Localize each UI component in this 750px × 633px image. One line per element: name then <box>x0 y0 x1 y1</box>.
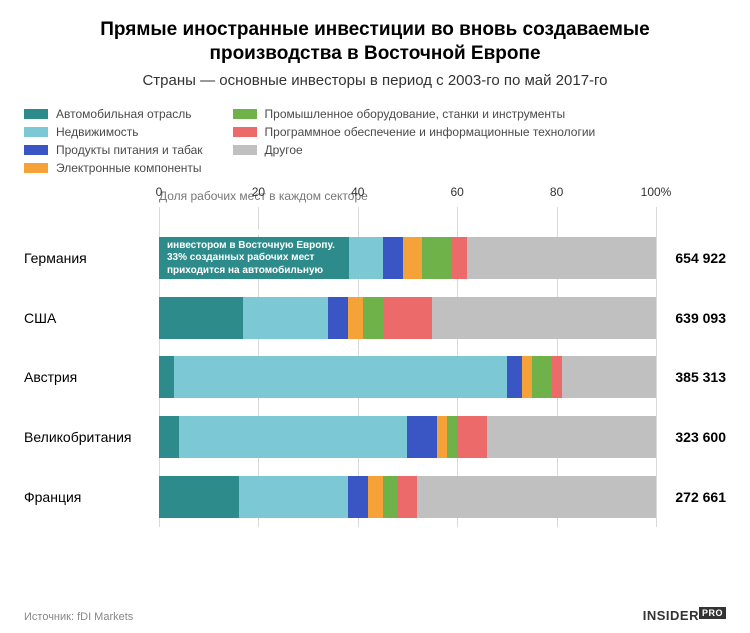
tick-label: 0 <box>156 185 163 199</box>
stacked-bar-chart: 020406080100% ГерманияГермания является … <box>24 207 726 527</box>
tick-label: 100% <box>641 185 672 199</box>
stacked-bar <box>159 416 656 458</box>
legend-item: Автомобильная отрасль <box>24 107 203 121</box>
legend-label: Электронные компоненты <box>56 161 202 175</box>
bar-row: Австрия385 313 <box>159 348 656 408</box>
bar-segment-industrial <box>447 416 457 458</box>
bar-row: ГерманияГермания является крупнейшим инв… <box>159 229 656 289</box>
row-value: 272 661 <box>660 489 726 505</box>
legend-swatch <box>233 127 257 137</box>
stacked-bar <box>159 297 656 339</box>
bar-segment-software <box>552 356 562 398</box>
legend-item: Продукты питания и табак <box>24 143 203 157</box>
bar-segment-software <box>398 476 418 518</box>
bar-segment-food <box>507 356 522 398</box>
bar-segment-other <box>467 237 656 279</box>
legend-swatch <box>24 109 48 119</box>
legend-swatch <box>233 145 257 155</box>
chart-title: Прямые иностранные инвестиции во вновь с… <box>24 18 726 66</box>
bar-segment-other <box>562 356 656 398</box>
bar-segment-industrial <box>363 297 383 339</box>
legend-item: Недвижимость <box>24 125 203 139</box>
plot-area: 020406080100% ГерманияГермания является … <box>159 207 656 527</box>
bar-segment-auto <box>159 476 239 518</box>
bar-segment-electronics <box>522 356 532 398</box>
legend-item: Электронные компоненты <box>24 161 203 175</box>
legend-swatch <box>24 127 48 137</box>
stacked-bar <box>159 476 656 518</box>
bar-segment-software <box>452 237 467 279</box>
row-label: Австрия <box>24 369 154 385</box>
tick-label: 20 <box>252 185 265 199</box>
bar-segment-industrial <box>532 356 552 398</box>
row-label: США <box>24 310 154 326</box>
bar-segment-software <box>457 416 487 458</box>
legend-label: Автомобильная отрасль <box>56 107 192 121</box>
bar-segment-food <box>348 476 368 518</box>
publisher-logo: INSIDERPRO <box>643 608 726 623</box>
legend-label: Недвижимость <box>56 125 139 139</box>
bar-segment-electronics <box>403 237 423 279</box>
bar-segment-food <box>383 237 403 279</box>
bar-segment-realestate <box>243 297 327 339</box>
legend-label: Продукты питания и табак <box>56 143 203 157</box>
legend-item: Другое <box>233 143 596 157</box>
bar-segment-auto <box>159 356 174 398</box>
row-value: 323 600 <box>660 429 726 445</box>
bar-segment-realestate <box>174 356 507 398</box>
title-line-1: Прямые иностранные инвестиции во вновь с… <box>100 19 649 40</box>
legend-label: Промышленное оборудование, станки и инст… <box>265 107 566 121</box>
source-text: Источник: fDI Markets <box>24 611 133 623</box>
tick-label: 80 <box>550 185 563 199</box>
bar-segment-realestate <box>239 476 348 518</box>
legend-column-2: Промышленное оборудование, станки и инст… <box>233 107 596 175</box>
legend-label: Другое <box>265 143 303 157</box>
bar-segment-realestate <box>179 416 408 458</box>
bar-segment-food <box>407 416 437 458</box>
bar-row: Великобритания323 600 <box>159 407 656 467</box>
bar-segment-auto <box>159 416 179 458</box>
tick-label: 60 <box>451 185 464 199</box>
logo-suffix: PRO <box>699 607 726 619</box>
bar-segment-electronics <box>348 297 363 339</box>
chart-subtitle: Страны — основные инвесторы в период с 2… <box>24 72 726 89</box>
legend-label: Программное обеспечение и информационные… <box>265 125 596 139</box>
legend-column-1: Автомобильная отрасль Недвижимость Продукт… <box>24 107 203 175</box>
bar-segment-other <box>417 476 656 518</box>
stacked-bar: Германия является крупнейшим инвестором … <box>159 237 656 279</box>
tick-label: 40 <box>351 185 364 199</box>
legend: Автомобильная отрасль Недвижимость Продукт… <box>24 107 726 175</box>
bar-segment-other <box>487 416 656 458</box>
footer: Источник: fDI Markets INSIDERPRO <box>24 608 726 623</box>
row-value: 385 313 <box>660 369 726 385</box>
title-line-2: производства в Восточной Европе <box>209 43 540 64</box>
bar-annotation: Германия является крупнейшим инвестором … <box>159 237 349 279</box>
bar-segment-electronics <box>437 416 447 458</box>
bar-segment-food <box>328 297 348 339</box>
legend-item: Программное обеспечение и информационные… <box>233 125 596 139</box>
legend-item: Промышленное оборудование, станки и инст… <box>233 107 596 121</box>
bars-region: ГерманияГермания является крупнейшим инв… <box>159 229 656 527</box>
bar-segment-auto <box>159 297 243 339</box>
row-label: Франция <box>24 489 154 505</box>
legend-swatch <box>24 163 48 173</box>
row-label: Германия <box>24 250 154 266</box>
legend-swatch <box>233 109 257 119</box>
row-value: 654 922 <box>660 250 726 266</box>
bar-row: США639 093 <box>159 288 656 348</box>
row-label: Великобритания <box>24 429 154 445</box>
stacked-bar <box>159 356 656 398</box>
bar-segment-industrial <box>383 476 398 518</box>
bar-segment-other <box>432 297 656 339</box>
bar-segment-software <box>383 297 433 339</box>
bar-segment-electronics <box>368 476 383 518</box>
bar-row: Франция272 661 <box>159 467 656 527</box>
logo-main: INSIDER <box>643 608 699 623</box>
bar-segment-industrial <box>422 237 452 279</box>
row-value: 639 093 <box>660 310 726 326</box>
legend-swatch <box>24 145 48 155</box>
gridline <box>656 207 657 527</box>
